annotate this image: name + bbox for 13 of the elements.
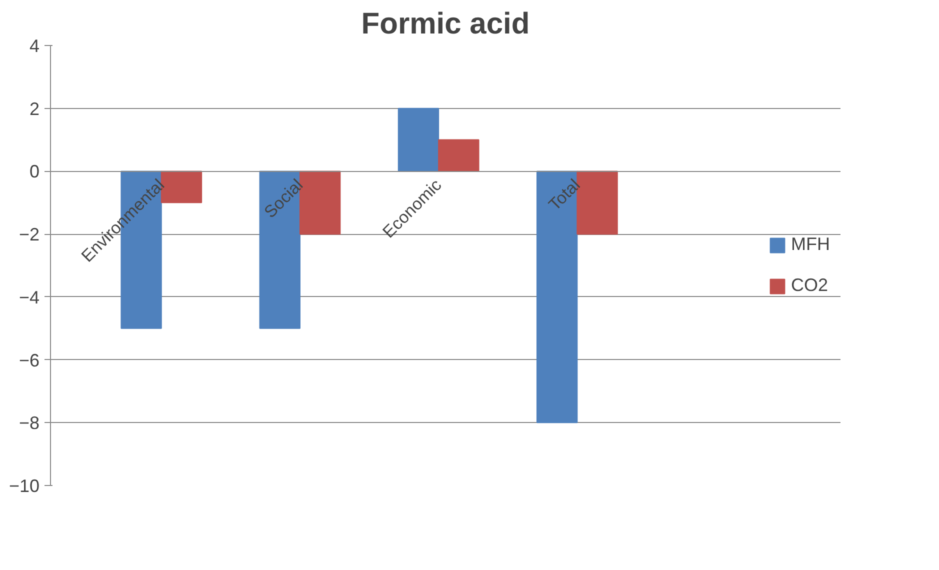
- legend-label: MFH: [791, 234, 830, 255]
- y-tick-label: 4: [29, 36, 40, 56]
- bar: [438, 139, 480, 172]
- y-tick-label: 0: [29, 162, 40, 182]
- y-tick-label: −2: [18, 224, 40, 245]
- y-tick-label: −6: [18, 350, 40, 370]
- y-tick-label: −10: [8, 476, 40, 496]
- legend-label: CO2: [791, 275, 828, 296]
- chart-title: Formic acid: [361, 8, 530, 40]
- y-tick-label: 2: [29, 98, 40, 119]
- y-tick-label: −8: [18, 413, 40, 434]
- y-tick-label: −4: [18, 287, 40, 308]
- bar: [398, 108, 440, 172]
